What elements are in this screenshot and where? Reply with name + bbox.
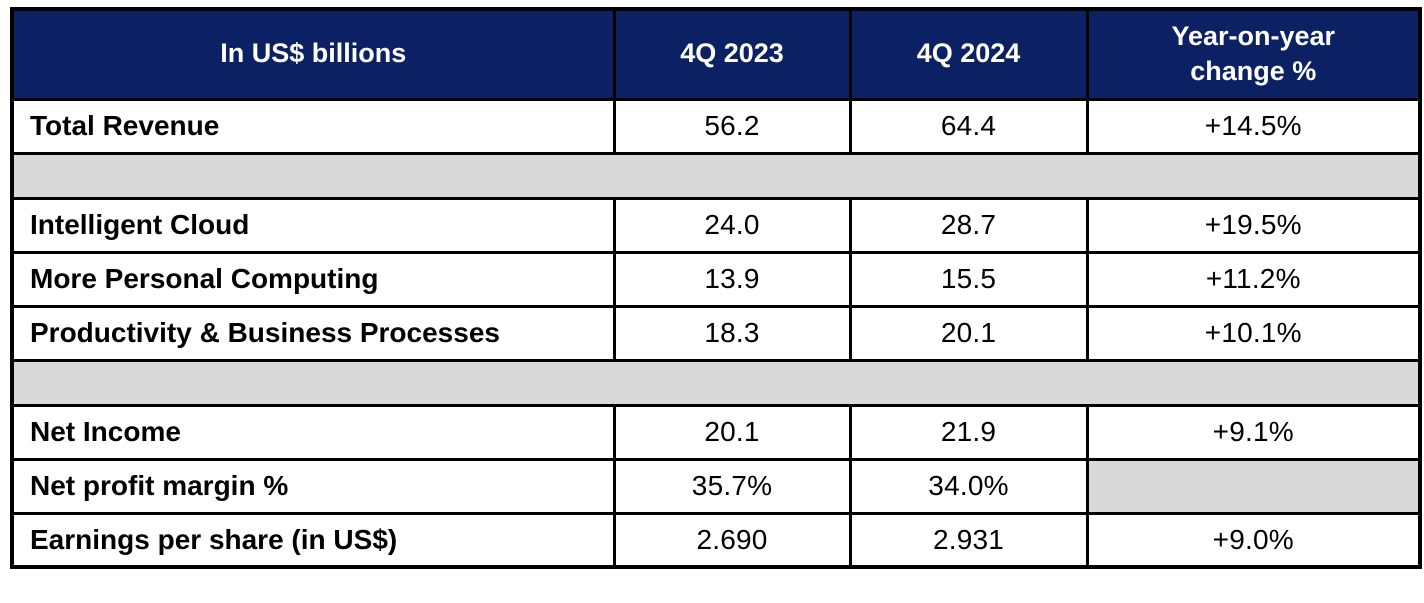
row-net-income: Net Income 20.1 21.9 +9.1% — [10, 403, 1422, 461]
spacer-row-1 — [10, 151, 1422, 200]
row-more-personal-computing: More Personal Computing 13.9 15.5 +11.2% — [10, 250, 1422, 308]
metric-label: Net Income — [10, 403, 616, 461]
value-4q2024: 34.0% — [848, 457, 1089, 515]
value-4q2023: 2.690 — [612, 511, 852, 569]
value-4q2024: 28.7 — [848, 196, 1089, 254]
metric-label: Earnings per share (in US$) — [10, 511, 616, 569]
row-total-revenue: Total Revenue 56.2 64.4 +14.5% — [10, 97, 1422, 155]
row-earnings-per-share: Earnings per share (in US$) 2.690 2.931 … — [10, 511, 1422, 569]
value-yoy-change: +9.1% — [1085, 403, 1422, 461]
spacer-row-2 — [10, 358, 1422, 407]
value-yoy-change: +11.2% — [1085, 250, 1422, 308]
value-4q2024: 2.931 — [848, 511, 1089, 569]
metric-label: Productivity & Business Processes — [10, 304, 616, 362]
value-yoy-change: +14.5% — [1085, 97, 1422, 155]
row-net-profit-margin: Net profit margin % 35.7% 34.0% — [10, 457, 1422, 515]
table-header-row: In US$ billions 4Q 2023 4Q 2024 Year-on-… — [10, 7, 1422, 101]
value-yoy-change: +9.0% — [1085, 511, 1422, 569]
value-4q2024: 21.9 — [848, 403, 1089, 461]
value-4q2023: 20.1 — [612, 403, 852, 461]
metric-label: Net profit margin % — [10, 457, 616, 515]
metric-label: Total Revenue — [10, 97, 616, 155]
empty-yoy-cell — [1085, 457, 1422, 515]
spacer-cell — [10, 151, 1422, 200]
value-4q2023: 13.9 — [612, 250, 852, 308]
row-productivity-business-processes: Productivity & Business Processes 18.3 2… — [10, 304, 1422, 362]
header-metric-label: In US$ billions — [10, 7, 616, 101]
value-4q2024: 64.4 — [848, 97, 1089, 155]
value-4q2024: 15.5 — [848, 250, 1089, 308]
value-4q2023: 18.3 — [612, 304, 852, 362]
financial-results-table-container: In US$ billions 4Q 2023 4Q 2024 Year-on-… — [10, 7, 1422, 569]
header-4q2023: 4Q 2023 — [612, 7, 852, 101]
value-yoy-change: +10.1% — [1085, 304, 1422, 362]
value-4q2023: 24.0 — [612, 196, 852, 254]
value-4q2023: 35.7% — [612, 457, 852, 515]
value-yoy-change: +19.5% — [1085, 196, 1422, 254]
header-4q2024: 4Q 2024 — [848, 7, 1089, 101]
spacer-cell — [10, 358, 1422, 407]
metric-label: Intelligent Cloud — [10, 196, 616, 254]
metric-label: More Personal Computing — [10, 250, 616, 308]
value-4q2024: 20.1 — [848, 304, 1089, 362]
row-intelligent-cloud: Intelligent Cloud 24.0 28.7 +19.5% — [10, 196, 1422, 254]
financial-results-table: In US$ billions 4Q 2023 4Q 2024 Year-on-… — [10, 7, 1422, 569]
value-4q2023: 56.2 — [612, 97, 852, 155]
header-yoy-change: Year-on-year change % — [1085, 7, 1422, 101]
